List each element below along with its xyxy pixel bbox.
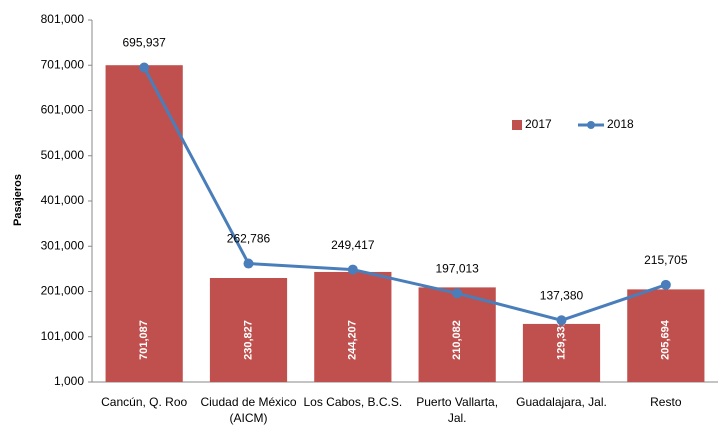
- y-tick-label: 101,000: [41, 329, 85, 343]
- y-tick-label: 401,000: [41, 193, 85, 207]
- y-tick-label: 801,000: [41, 12, 85, 26]
- legend-label: 2017: [525, 117, 552, 131]
- x-tick-label: Los Cabos, B.C.S.: [303, 395, 403, 409]
- y-tick-label: 501,000: [41, 148, 85, 162]
- bar: [314, 271, 392, 382]
- bar-value-label: 129,331: [555, 320, 567, 360]
- legend-swatch: [587, 121, 595, 129]
- line-value-label: 215,705: [644, 253, 688, 267]
- bar-value-label: 230,827: [242, 320, 254, 360]
- bar-value-label: 701,087: [138, 320, 150, 360]
- bar: [627, 289, 705, 382]
- line-value-label: 197,013: [435, 261, 479, 275]
- line: [142, 66, 667, 322]
- x-tick-label: Cancún, Q. Roo: [101, 395, 188, 409]
- y-tick-label: 201,000: [41, 284, 85, 298]
- bar-value-label: 210,082: [451, 320, 463, 360]
- line-value-label: 249,417: [331, 238, 375, 252]
- y-tick-label: 701,000: [41, 57, 85, 71]
- bar: [209, 278, 288, 382]
- x-tick-label: Ciudad de México (AICM): [200, 395, 297, 425]
- x-tick-label: Resto: [650, 395, 682, 409]
- line-marker: [452, 288, 463, 299]
- line-marker: [139, 62, 150, 73]
- line-value-label: 695,937: [122, 36, 166, 50]
- y-axis-label: Pasajeros: [12, 174, 24, 226]
- legend-label: 2018: [607, 117, 634, 131]
- bar: [522, 323, 601, 382]
- line-marker: [660, 279, 671, 290]
- line-marker: [347, 264, 358, 275]
- bar: [418, 287, 496, 382]
- y-tick-label: 301,000: [41, 238, 85, 252]
- y-tick-label: 1,000: [54, 374, 84, 388]
- line-value-label: 262,786: [227, 232, 271, 246]
- line-marker: [243, 258, 254, 269]
- line-value-label: 137,380: [540, 288, 584, 302]
- y-tick-label: 601,000: [41, 103, 85, 117]
- legend-swatch: [512, 120, 522, 130]
- line-marker: [556, 315, 567, 326]
- x-tick-label: Guadalajara, Jal.: [516, 395, 607, 409]
- x-tick-label: Puerto Vallarta, Jal.: [416, 395, 499, 425]
- bar-value-label: 205,694: [660, 319, 672, 360]
- bar-value-label: 244,207: [347, 320, 359, 360]
